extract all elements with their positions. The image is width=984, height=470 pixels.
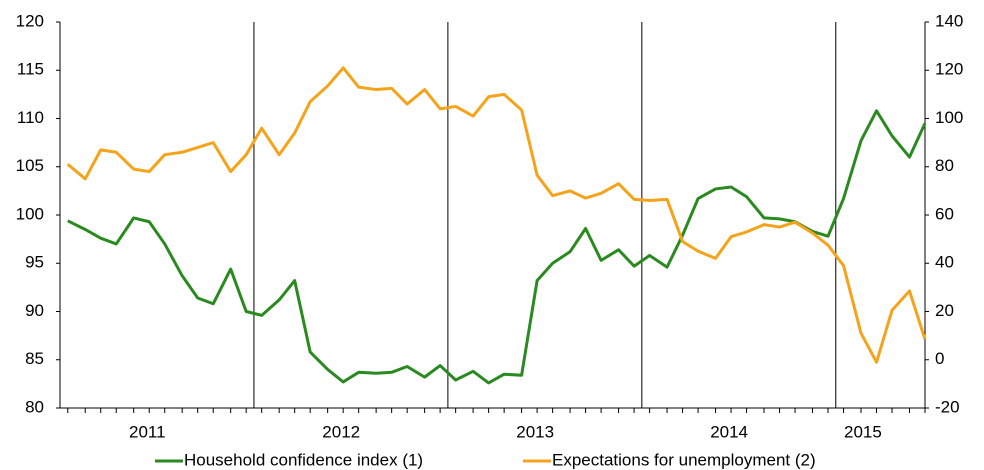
x-tick-label: 2011 xyxy=(129,422,166,441)
x-tick-label: 2013 xyxy=(516,422,554,441)
y-tick-label: 115 xyxy=(17,60,44,79)
y2-tick-label: 120 xyxy=(935,60,963,79)
x-tick-label: 2012 xyxy=(322,422,360,441)
y2-tick-label: 0 xyxy=(935,349,944,368)
y2-tick-label: 80 xyxy=(935,156,954,175)
series-line xyxy=(67,109,927,385)
y2-tick-label: 140 xyxy=(935,11,963,30)
y-tick-label: 80 xyxy=(25,397,44,416)
y-tick-label: 110 xyxy=(17,108,44,127)
y2-tick-label: 20 xyxy=(935,301,954,320)
legend-label: Household confidence index (1) xyxy=(184,450,423,469)
y-tick-label: 85 xyxy=(25,349,44,368)
y-tick-label: 105 xyxy=(16,156,44,175)
y-tick-label: 100 xyxy=(16,204,44,223)
y2-tick-label: -20 xyxy=(935,397,960,416)
series-line xyxy=(66,66,927,364)
y-tick-label: 120 xyxy=(16,11,44,30)
y-tick-label: 90 xyxy=(25,301,44,320)
y2-tick-label: 60 xyxy=(935,204,954,223)
x-tick-label: 2015 xyxy=(844,422,882,441)
legend-label: Expectations for unemployment (2) xyxy=(552,450,816,469)
y-tick-label: 95 xyxy=(25,253,44,272)
y2-tick-label: 100 xyxy=(935,108,963,127)
y2-tick-label: 40 xyxy=(935,253,954,272)
x-tick-label: 2014 xyxy=(710,422,748,441)
